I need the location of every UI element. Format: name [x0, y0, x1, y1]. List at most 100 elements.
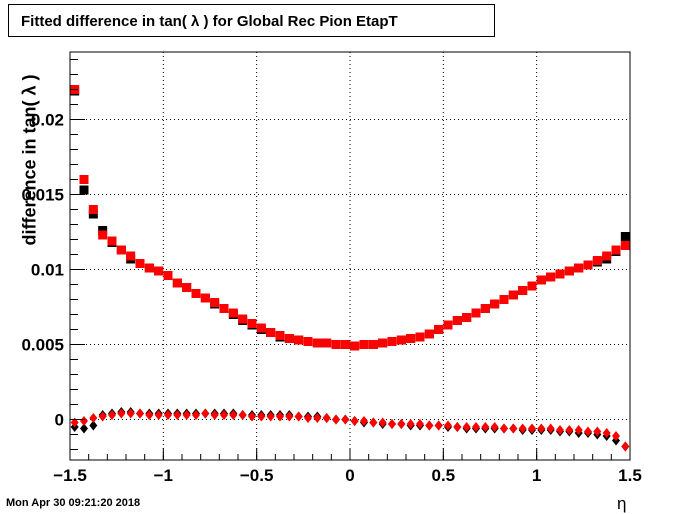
diamond-marker: [341, 414, 350, 425]
square-marker: [228, 308, 238, 318]
diamond-marker: [182, 410, 191, 420]
diamond-marker: [154, 410, 163, 420]
square-marker: [284, 334, 294, 343]
square-marker: [238, 314, 248, 324]
square-marker: [116, 245, 126, 255]
x-tick-label: 0: [345, 466, 354, 485]
square-marker: [387, 337, 397, 346]
square-marker: [368, 340, 378, 349]
diamond-marker: [98, 411, 107, 422]
square-marker: [359, 340, 369, 349]
square-marker: [592, 256, 602, 265]
square-marker: [396, 335, 406, 345]
diamond-marker: [266, 411, 275, 422]
diamond-marker: [117, 408, 126, 419]
diamond-marker: [332, 414, 340, 425]
square-marker: [434, 325, 444, 334]
title-box: Fitted difference in tan( λ ) for Global…: [8, 4, 495, 37]
square-marker: [378, 338, 388, 348]
square-marker: [490, 299, 500, 309]
diamond-marker: [397, 419, 406, 429]
square-marker: [163, 271, 173, 280]
diamond-marker: [546, 423, 555, 434]
square-marker: [452, 316, 462, 325]
diamond-marker: [509, 423, 518, 434]
diamond-marker: [313, 413, 322, 423]
diamond-marker: [602, 428, 611, 438]
square-marker: [247, 319, 257, 328]
square-marker: [256, 323, 266, 333]
y-tick-label: 0.005: [21, 336, 64, 355]
x-tick-label: −1: [154, 466, 173, 485]
square-marker: [527, 281, 537, 291]
diamond-marker: [322, 413, 331, 423]
x-tick-label: 0.5: [432, 466, 456, 485]
diamond-marker: [173, 410, 182, 420]
square-marker: [508, 290, 518, 300]
square-marker: [564, 266, 574, 276]
diamond-marker: [416, 419, 424, 429]
diamond-marker: [304, 413, 312, 423]
square-marker: [546, 272, 556, 282]
diamond-marker: [537, 423, 546, 434]
square-marker: [126, 251, 136, 261]
diamond-marker: [444, 420, 452, 431]
diamond-marker: [257, 411, 266, 422]
square-marker: [415, 332, 425, 342]
square-marker: [536, 275, 546, 285]
x-tick-label: 1: [532, 466, 541, 485]
diamond-marker: [220, 410, 228, 420]
y-tick-label: 0: [55, 411, 64, 430]
diamond-marker: [528, 423, 536, 434]
square-marker: [210, 298, 220, 307]
diamond-marker: [388, 419, 396, 429]
tick-labels: −1.5 −1 −0.5 0 0.5 1 1.5 0 0.005 0.01 0.015 0.02: [21, 111, 641, 486]
diamond-marker: [369, 417, 378, 428]
diamond-marker: [248, 411, 256, 422]
square-marker: [312, 338, 322, 348]
square-marker: [518, 286, 528, 295]
square-marker: [79, 185, 89, 195]
grid-lines: [70, 52, 630, 460]
diamond-marker: [462, 422, 471, 432]
diamond-marker: [453, 422, 462, 432]
square-marker: [266, 328, 276, 337]
x-tick-label: −0.5: [240, 466, 274, 485]
diamond-marker: [481, 422, 490, 432]
timestamp: Mon Apr 30 09:21:20 2018: [6, 497, 141, 509]
square-marker: [200, 293, 210, 303]
diamond-marker: [565, 425, 574, 435]
diamond-marker: [201, 408, 210, 419]
x-tick-label: −1.5: [53, 466, 87, 485]
diamond-marker: [80, 423, 88, 434]
square-marker: [275, 331, 285, 340]
diamond-marker: [285, 411, 294, 422]
x-axis-label: η: [617, 494, 627, 513]
square-marker: [98, 230, 108, 240]
chart-title: Fitted difference in tan( λ ) for Global…: [21, 13, 398, 30]
diamond-marker: [490, 422, 499, 432]
y-axis-label: difference in tan( λ ): [19, 74, 40, 246]
diamond-marker: [612, 431, 620, 441]
y-tick-label: 0.02: [31, 111, 64, 130]
square-marker: [182, 283, 192, 292]
diamond-marker: [126, 408, 135, 419]
square-marker: [462, 313, 472, 322]
diamond-marker: [584, 426, 592, 437]
data-markers: [70, 85, 630, 452]
diamond-marker: [276, 411, 284, 422]
square-marker: [322, 338, 332, 348]
diamond-marker: [350, 416, 359, 426]
diamond-marker: [89, 420, 98, 431]
diamond-marker: [574, 425, 583, 435]
y-tick-label: 0.01: [31, 261, 64, 280]
square-marker: [303, 337, 313, 346]
diamond-marker: [192, 410, 200, 420]
square-marker: [350, 341, 360, 351]
diamond-marker: [593, 426, 602, 437]
square-marker: [172, 278, 182, 288]
square-marker: [154, 266, 164, 276]
square-marker: [406, 334, 416, 343]
square-marker: [191, 289, 201, 298]
